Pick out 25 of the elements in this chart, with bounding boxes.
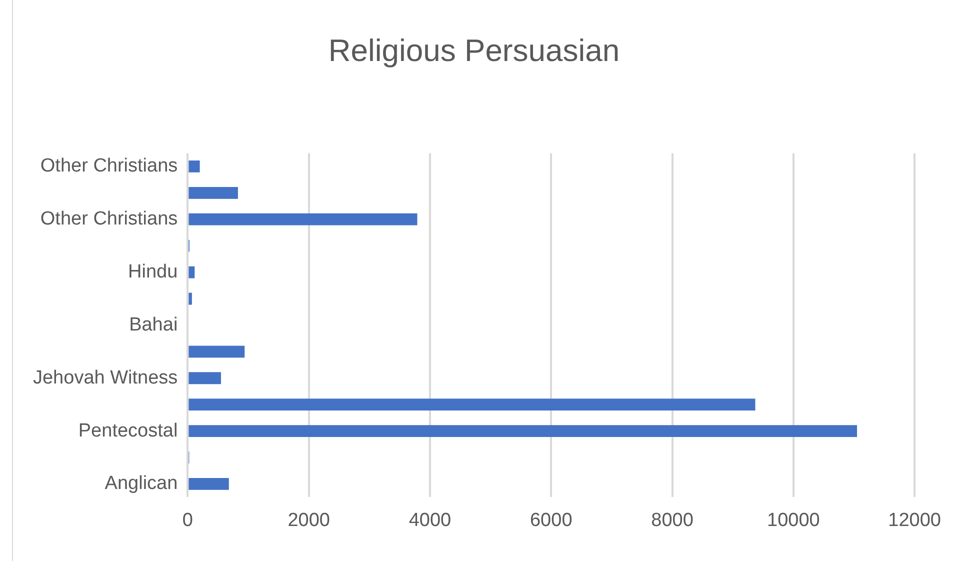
y-tick-label: Jehovah Witness — [32, 367, 178, 388]
bar — [188, 346, 245, 358]
x-tick-label: 12000 — [888, 510, 942, 531]
bar — [188, 425, 858, 437]
bar — [188, 398, 756, 411]
x-tick-label: 6000 — [530, 510, 572, 531]
bar — [188, 478, 229, 490]
x-tick-label: 4000 — [408, 510, 452, 531]
y-tick-label: Hindu — [128, 262, 178, 283]
x-tick-label: 2000 — [288, 510, 330, 531]
bar — [188, 160, 200, 172]
x-tick-label: 8000 — [651, 510, 694, 531]
bar — [188, 266, 195, 278]
bar — [188, 186, 238, 199]
y-tick-label: Pentecostal — [78, 420, 178, 442]
chart-title: Religious Persuasian — [328, 33, 620, 68]
y-tick-label: Other Christians — [40, 208, 178, 230]
y-tick-label: Anglican — [104, 473, 178, 494]
x-tick-label: 0 — [182, 510, 193, 531]
y-tick-label: Bahai — [129, 314, 178, 336]
bar — [188, 292, 192, 305]
y-tick-label: Other Christians — [40, 156, 178, 177]
bar — [188, 213, 418, 226]
x-tick-label: 10000 — [767, 510, 820, 531]
bar — [188, 372, 221, 384]
